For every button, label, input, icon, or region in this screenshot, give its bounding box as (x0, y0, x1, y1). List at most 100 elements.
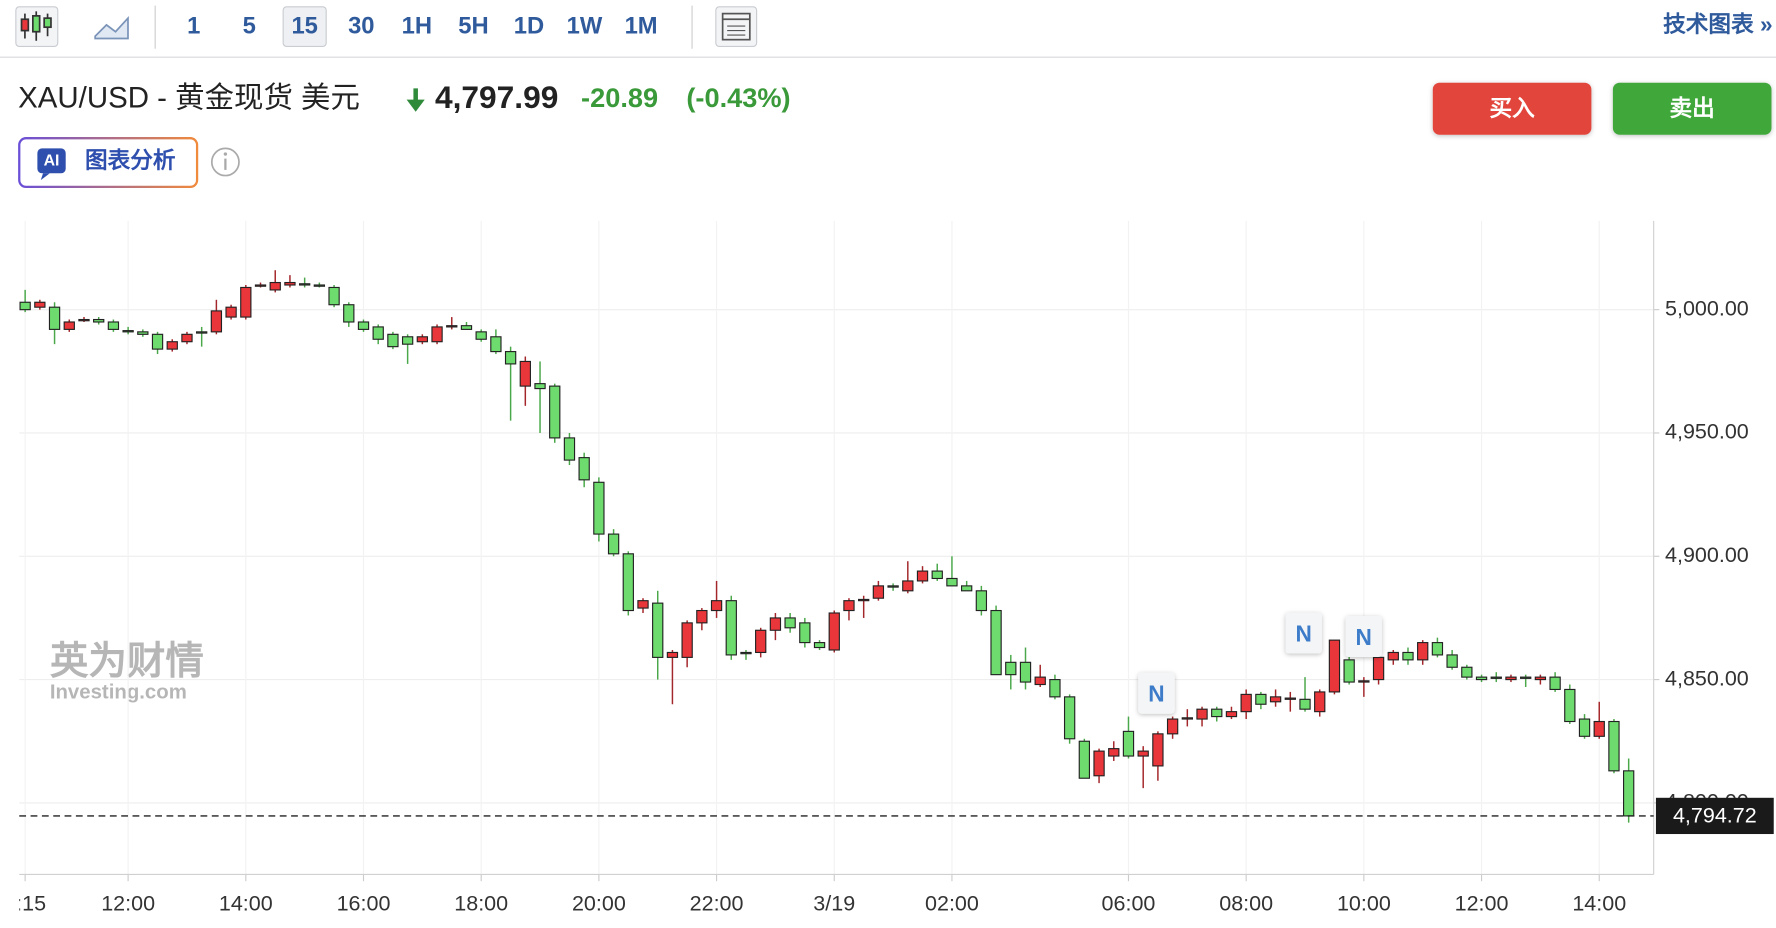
candle-body (401, 336, 414, 345)
interval-button[interactable]: 30 (348, 12, 374, 39)
candle-body (828, 612, 840, 651)
layout-button[interactable] (715, 6, 758, 48)
candle-body (1314, 691, 1326, 713)
candle-body (872, 585, 885, 599)
candle-body (1578, 718, 1591, 737)
interval-label: 1D (514, 12, 544, 39)
candle-body (328, 286, 340, 306)
candle-body (1166, 718, 1179, 735)
candle-body (1034, 676, 1046, 686)
candle-body (504, 351, 517, 365)
interval-button[interactable]: 15 (282, 6, 327, 48)
interval-button[interactable]: 1 (187, 12, 200, 39)
technical-chart-link[interactable]: 技术图表 » (1663, 11, 1772, 37)
x-tick-label: 22:00 (690, 892, 744, 916)
toolbar: 1 5 15 30 1H 5H 1D 1W 1M 技术图表 » (0, 5, 1776, 58)
x-tick-label: 02:00 (925, 892, 979, 916)
candle-body (1211, 708, 1223, 718)
interval-label: 1W (567, 12, 603, 39)
candle-body (269, 281, 281, 291)
x-tick-label: 12:00 (1455, 892, 1509, 916)
candle-body (931, 570, 943, 580)
interval-label: 15 (291, 12, 317, 39)
quote-header: XAU/USD - 黄金现货 美元 4,797.99 -20.89 (-0.43… (18, 79, 1772, 189)
candle-body (343, 304, 355, 323)
candle-body (372, 326, 384, 340)
candle-body (107, 321, 120, 330)
ai-analysis-button[interactable]: AI 图表分析 (18, 137, 199, 189)
candle-body (1490, 676, 1502, 679)
candle-body (1593, 720, 1605, 737)
candle-body (784, 617, 796, 629)
news-marker-label: N (1296, 620, 1312, 646)
interval-button[interactable]: 1W (567, 12, 603, 39)
news-marker[interactable]: N (1138, 672, 1175, 714)
candle-body (1505, 676, 1517, 681)
sell-button[interactable]: 卖出 (1612, 82, 1772, 135)
news-marker-box (1138, 672, 1175, 714)
watermark-brand: 英为财情 (50, 640, 204, 683)
interval-button[interactable]: 5 (243, 12, 256, 39)
candle-body (549, 385, 561, 439)
candle-body (858, 598, 870, 602)
candle-body (1063, 696, 1076, 740)
candle-body (902, 580, 914, 592)
info-icon[interactable] (210, 147, 240, 177)
interval-selected-box (282, 6, 327, 48)
candle-body (1284, 697, 1296, 700)
last-price-tag (1655, 797, 1774, 835)
candle-body (196, 331, 208, 334)
candle-body (1078, 740, 1091, 779)
x-tick-label: 10:00 (1337, 892, 1391, 916)
watermark: 英为财情 Investing.com (50, 640, 204, 704)
candle-body (284, 281, 296, 286)
x-tick-label: 0:15 (4, 892, 46, 916)
last-price-tag-label: 4,794.72 (1673, 804, 1757, 828)
news-marker[interactable]: N (1285, 612, 1322, 654)
candle-body (1608, 720, 1620, 772)
x-tick-label: 20:00 (572, 892, 626, 916)
line-chart-button[interactable] (94, 15, 129, 40)
x-tick-label: 16:00 (337, 892, 391, 916)
news-marker[interactable]: N (1345, 616, 1382, 657)
candle-body (725, 600, 737, 656)
candle-body (1181, 717, 1193, 720)
candle-body (990, 609, 1002, 676)
candle-body (975, 590, 988, 612)
candle-body (563, 437, 576, 461)
candle-body (63, 321, 75, 330)
x-tick-label: 3/19 (813, 892, 855, 916)
interval-button[interactable]: 1M (625, 12, 658, 39)
candle-body (1137, 750, 1149, 757)
candle-body (1446, 654, 1458, 668)
candle-body (1108, 748, 1120, 757)
candle-body (1152, 733, 1164, 767)
x-tick-label: 12:00 (101, 892, 155, 916)
candle-body (607, 533, 620, 555)
candle-body (652, 602, 664, 658)
candle-body (813, 642, 826, 649)
candle-body (1387, 651, 1399, 661)
candle-body (225, 306, 237, 318)
candle-body (1019, 661, 1032, 683)
x-tick-label: 06:00 (1102, 892, 1156, 916)
candle-body (1049, 679, 1061, 698)
interval-label: 30 (348, 12, 374, 39)
candle-body (769, 617, 782, 631)
candle-body (1402, 651, 1414, 661)
interval-label: 5H (458, 12, 488, 39)
candle-body (357, 321, 370, 330)
candle-body (1520, 676, 1532, 679)
candle-body (622, 553, 634, 612)
candle-body (475, 331, 487, 340)
candle-body (1269, 696, 1282, 703)
candle-body (1005, 661, 1017, 676)
interval-button[interactable]: 1H (402, 12, 432, 39)
interval-label: 1M (625, 12, 658, 39)
buy-button[interactable]: 买入 (1432, 82, 1592, 135)
interval-button[interactable]: 1D (514, 12, 544, 39)
candle-body (1475, 676, 1488, 681)
interval-button[interactable]: 5H (458, 12, 488, 39)
candle-body (799, 622, 811, 644)
chart: 英为财情 Investing.com 4,800.004,850.004,900… (4, 220, 1774, 916)
